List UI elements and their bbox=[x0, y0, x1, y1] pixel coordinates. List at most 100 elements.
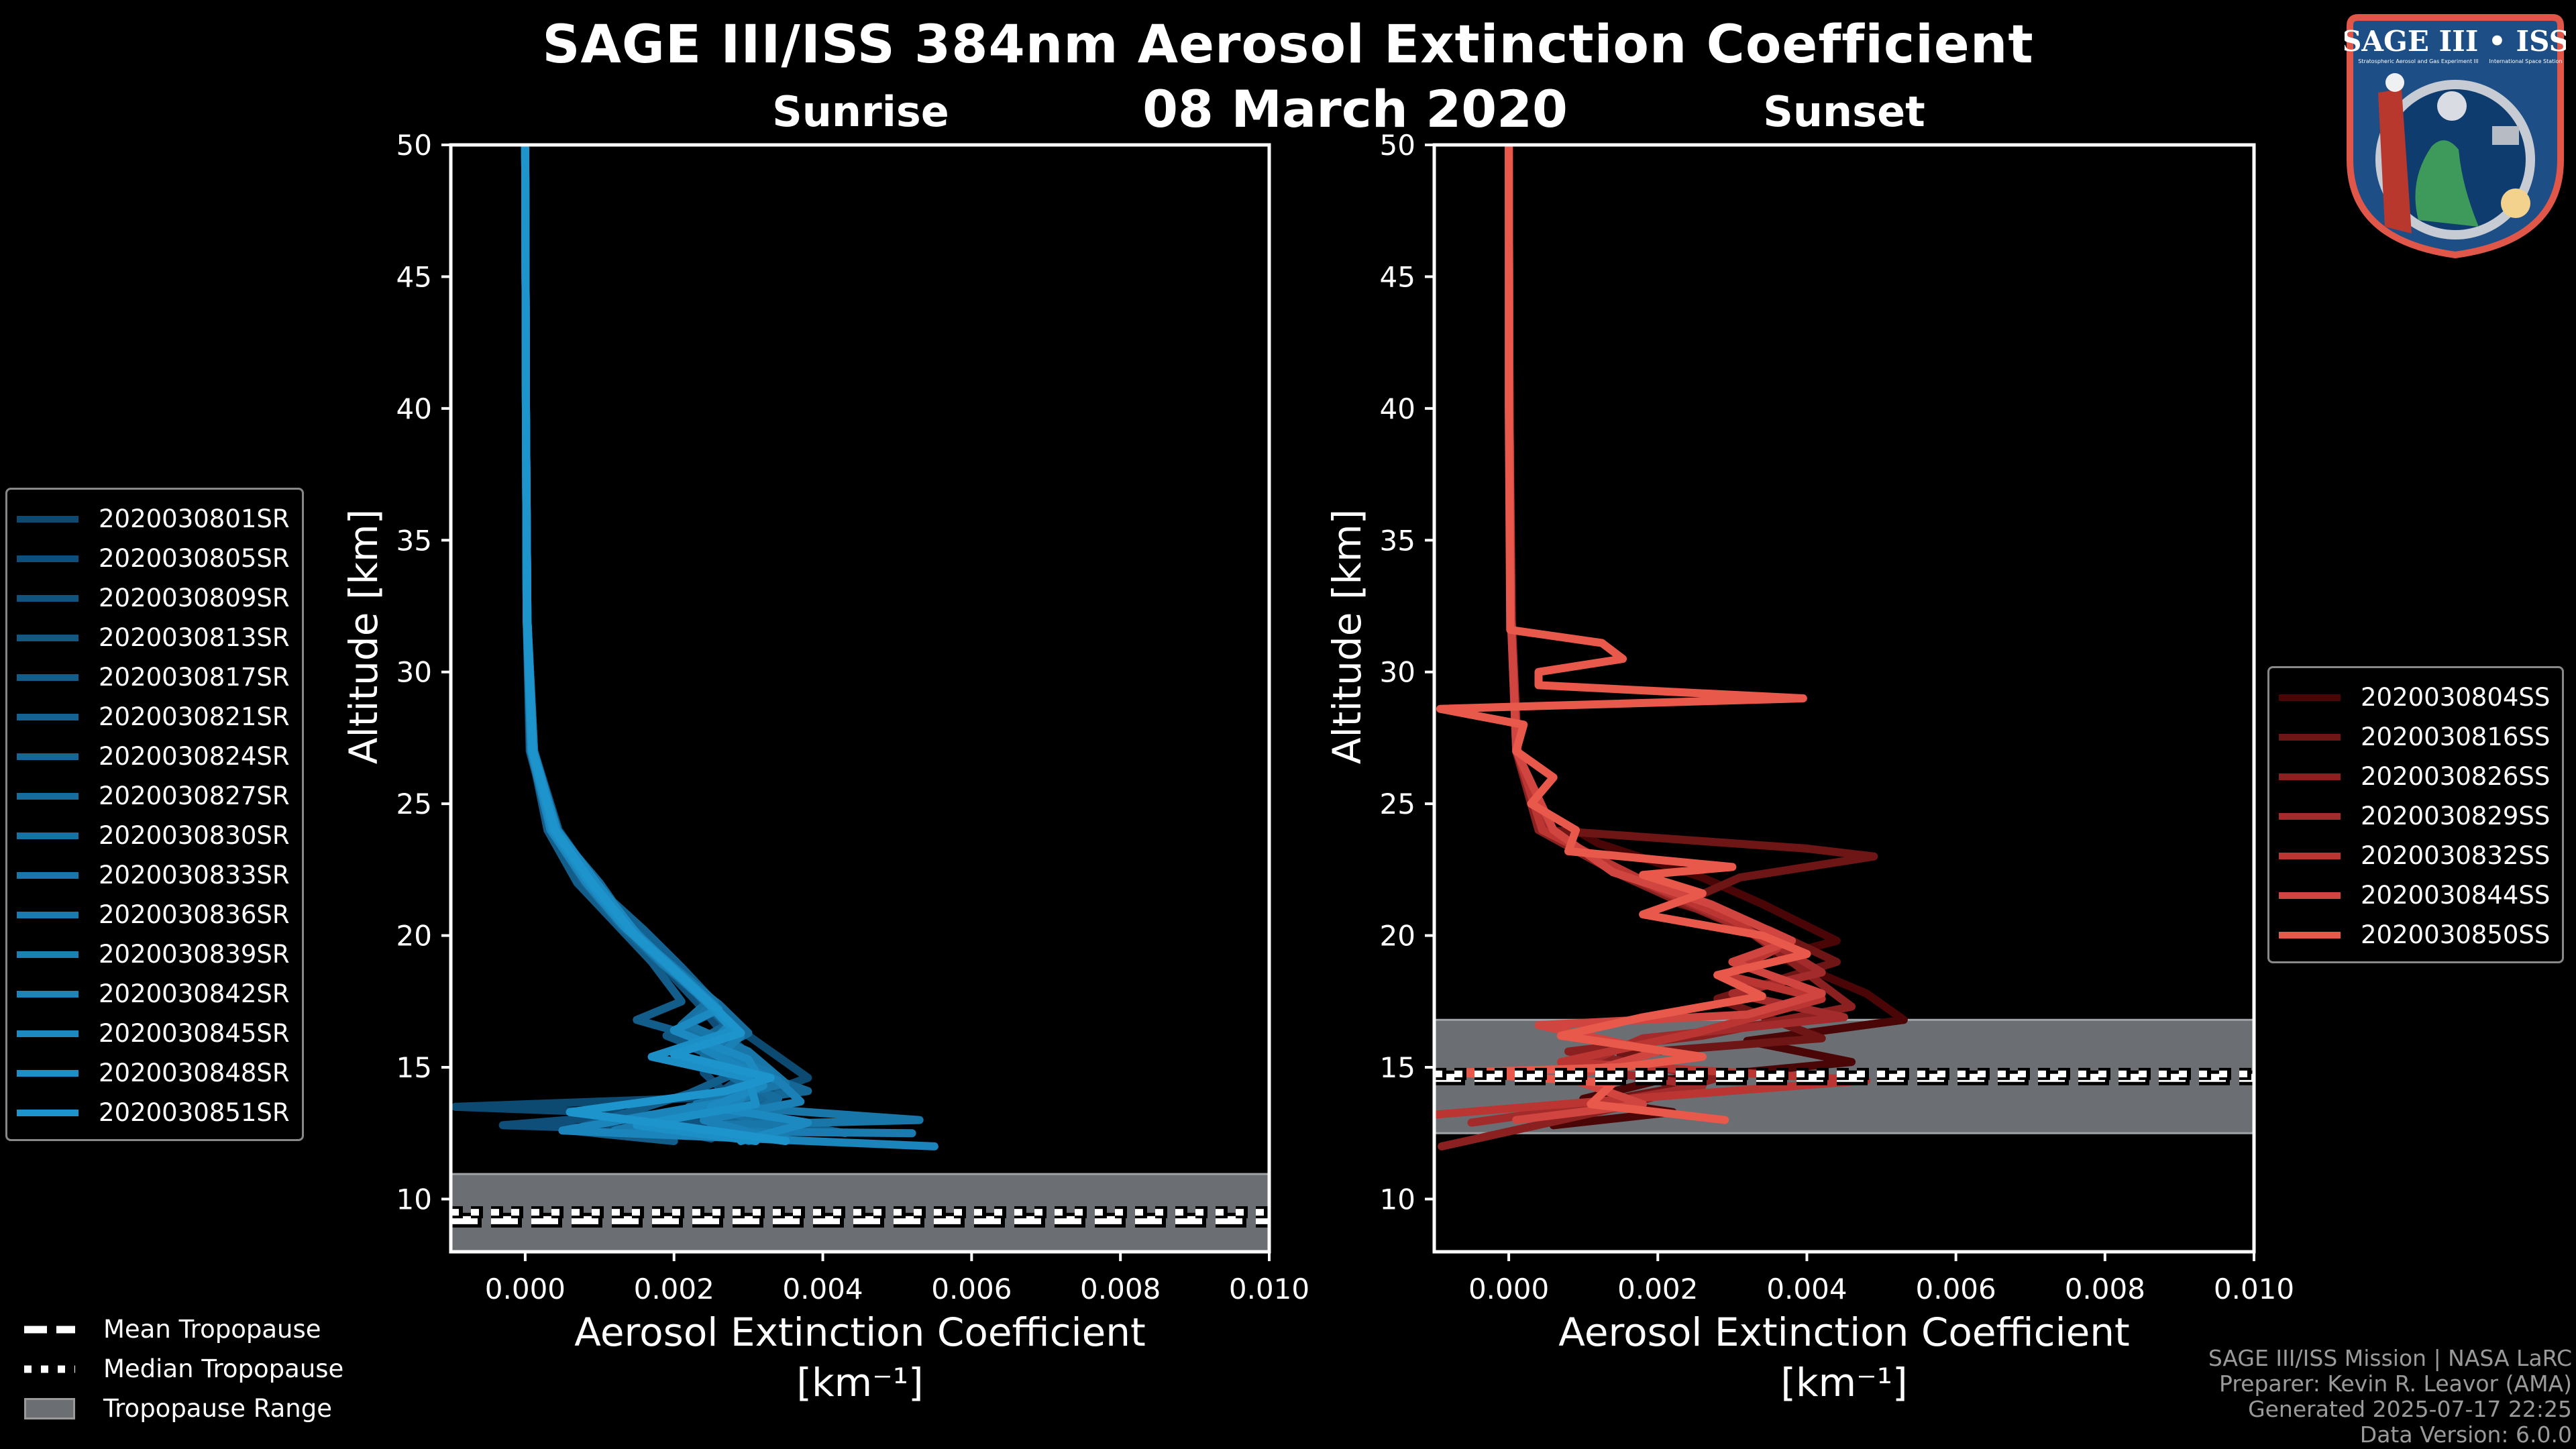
legend-label: 2020030842SR bbox=[99, 979, 290, 1008]
legend-label: 2020030830SR bbox=[99, 821, 290, 850]
sunset-panel-title: Sunset bbox=[1763, 87, 1925, 136]
earth-icon bbox=[2415, 140, 2479, 227]
legend-line-swatch bbox=[17, 594, 78, 602]
legend-item: 2020030826SS bbox=[2279, 757, 2550, 796]
legend-item: 2020030817SR bbox=[17, 657, 290, 697]
legend-line-swatch bbox=[17, 911, 78, 918]
legend-line-swatch bbox=[17, 1069, 78, 1077]
legend-label: 2020030824SR bbox=[99, 742, 290, 771]
credit-line: SAGE III/ISS Mission | NASA LaRC bbox=[2208, 1345, 2572, 1371]
legend-line-swatch bbox=[2279, 852, 2341, 859]
credit-line: Generated 2025-07-17 22:25 bbox=[2248, 1396, 2572, 1422]
x-tick-label: 0.010 bbox=[1229, 1273, 1309, 1305]
legend-item: 2020030833SR bbox=[17, 855, 290, 895]
legend-line-swatch bbox=[17, 951, 78, 958]
legend-label: 2020030836SR bbox=[99, 900, 290, 929]
sunrise-plot: 0.000 0.002 0.004 0.006 0.008 0.010 10 15 20 25 30… bbox=[341, 129, 1309, 1405]
legend-label: 2020030848SR bbox=[99, 1059, 290, 1087]
legend-median-tropopause: Median Tropopause bbox=[24, 1349, 343, 1389]
profile-2020030826SS bbox=[1438, 145, 1856, 1150]
x-tick-label: 0.004 bbox=[1766, 1273, 1847, 1305]
legend-label: 2020030817SR bbox=[99, 663, 290, 692]
legend-tropopause-range: Tropopause Range bbox=[24, 1389, 343, 1428]
x-axis-units: [km⁻¹] bbox=[796, 1360, 923, 1405]
x-tick-label: 0.008 bbox=[1080, 1273, 1161, 1305]
legend-item: 2020030844SS bbox=[2279, 875, 2550, 915]
legend-label: 2020030833SR bbox=[99, 861, 290, 890]
logo-subtitle-right: International Space Station bbox=[2489, 58, 2563, 64]
legend-line-swatch bbox=[17, 713, 78, 720]
legend-label: 2020030804SS bbox=[2361, 683, 2551, 712]
legend-line-swatch bbox=[17, 792, 78, 800]
profile-2020030809SR bbox=[521, 145, 790, 1140]
legend-item: 2020030824SR bbox=[17, 737, 290, 776]
profile-2020030805SR bbox=[498, 145, 775, 1143]
legend-label: 2020030850SS bbox=[2361, 920, 2551, 949]
legend-label: 2020030809SR bbox=[99, 584, 290, 612]
profile-2020030833SR bbox=[521, 145, 924, 1130]
legend-item: 2020030829SS bbox=[2279, 796, 2550, 836]
credit-line: Data Version: 6.0.0 bbox=[2359, 1421, 2572, 1448]
sunrise-legend: 2020030801SR 2020030805SR 2020030809SR 2020… bbox=[5, 488, 304, 1141]
profile-2020030817SR bbox=[521, 145, 753, 1145]
legend-item: 2020030821SR bbox=[17, 697, 290, 737]
legend-item: 2020030836SR bbox=[17, 895, 290, 934]
y-tick-label: 20 bbox=[1380, 920, 1415, 953]
profile-2020030851SR bbox=[521, 145, 790, 1145]
credit-line: Preparer: Kevin R. Leavor (AMA) bbox=[2219, 1371, 2572, 1397]
sunrise-plot-area bbox=[451, 145, 1269, 1252]
profile-2020030836SR bbox=[521, 145, 916, 1138]
legend-item: 2020030801SR bbox=[17, 499, 290, 539]
y-tick-label: 35 bbox=[396, 524, 432, 557]
legend-label: 2020030801SR bbox=[99, 504, 290, 533]
legend-label: 2020030805SR bbox=[99, 544, 290, 573]
legend-label: 2020030844SS bbox=[2361, 881, 2551, 910]
legend-line-swatch bbox=[2279, 733, 2341, 741]
range-band-icon bbox=[24, 1397, 75, 1419]
sage-iii-iss-mission-logo: SAGE III • ISS Stratospheric Aerosol and… bbox=[2345, 14, 2566, 259]
legend-line-swatch bbox=[2279, 892, 2341, 899]
y-tick-label: 50 bbox=[1380, 129, 1415, 162]
legend-label: 2020030851SR bbox=[99, 1098, 290, 1127]
legend-item: 2020030832SS bbox=[2279, 836, 2550, 875]
tropopause-legend: Mean Tropopause Median Tropopause Tropop… bbox=[24, 1309, 343, 1428]
legend-label: 2020030816SS bbox=[2361, 722, 2551, 751]
profile-2020030850SS bbox=[1436, 145, 1811, 1124]
y-tick-label: 20 bbox=[396, 920, 432, 953]
sun-icon bbox=[2501, 189, 2530, 218]
legend-line-swatch bbox=[2279, 694, 2341, 701]
y-tick-label: 10 bbox=[1380, 1183, 1415, 1216]
profile-2020030842SR bbox=[521, 145, 938, 1150]
figure-title: SAGE III/ISS 384nm Aerosol Extinction Co… bbox=[542, 15, 2034, 75]
legend-line-swatch bbox=[17, 555, 78, 562]
legend-line-swatch bbox=[17, 832, 78, 839]
y-tick-label: 10 bbox=[396, 1183, 432, 1216]
iss-icon bbox=[2492, 126, 2519, 145]
profile-2020030848SR bbox=[521, 145, 760, 1145]
profile-2020030839SR bbox=[521, 145, 805, 1140]
y-tick-label: 45 bbox=[1380, 260, 1415, 293]
legend-label: 2020030839SR bbox=[99, 940, 290, 969]
sunrise-panel-title: Sunrise bbox=[772, 87, 949, 136]
y-tick-label: 15 bbox=[1380, 1051, 1415, 1084]
sunset-plot: 0.000 0.002 0.004 0.006 0.008 0.010 10 15 20 25 30… bbox=[1324, 129, 2294, 1405]
x-tick-label: 0.002 bbox=[634, 1273, 714, 1305]
legend-line-swatch bbox=[2279, 931, 2341, 938]
legend-line-swatch bbox=[17, 1030, 78, 1037]
legend-item: 2020030839SR bbox=[17, 934, 290, 974]
legend-label: Median Tropopause bbox=[103, 1354, 344, 1383]
sunrise-axes-frame bbox=[449, 143, 1271, 1254]
x-tick-label: 0.000 bbox=[1468, 1273, 1549, 1305]
legend-label: 2020030827SR bbox=[99, 782, 290, 810]
legend-label: 2020030821SR bbox=[99, 702, 290, 731]
legend-item: 2020030805SR bbox=[17, 539, 290, 578]
legend-label: 2020030829SS bbox=[2361, 802, 2551, 830]
x-tick-label: 0.004 bbox=[782, 1273, 863, 1305]
y-tick-label: 30 bbox=[396, 656, 432, 689]
dashed-line-icon bbox=[24, 1325, 75, 1334]
profile-2020030827SR bbox=[521, 145, 798, 1135]
logo-title: SAGE III • ISS bbox=[2345, 25, 2566, 58]
sunset-axes-frame bbox=[1432, 143, 2256, 1254]
legend-line-swatch bbox=[17, 990, 78, 998]
